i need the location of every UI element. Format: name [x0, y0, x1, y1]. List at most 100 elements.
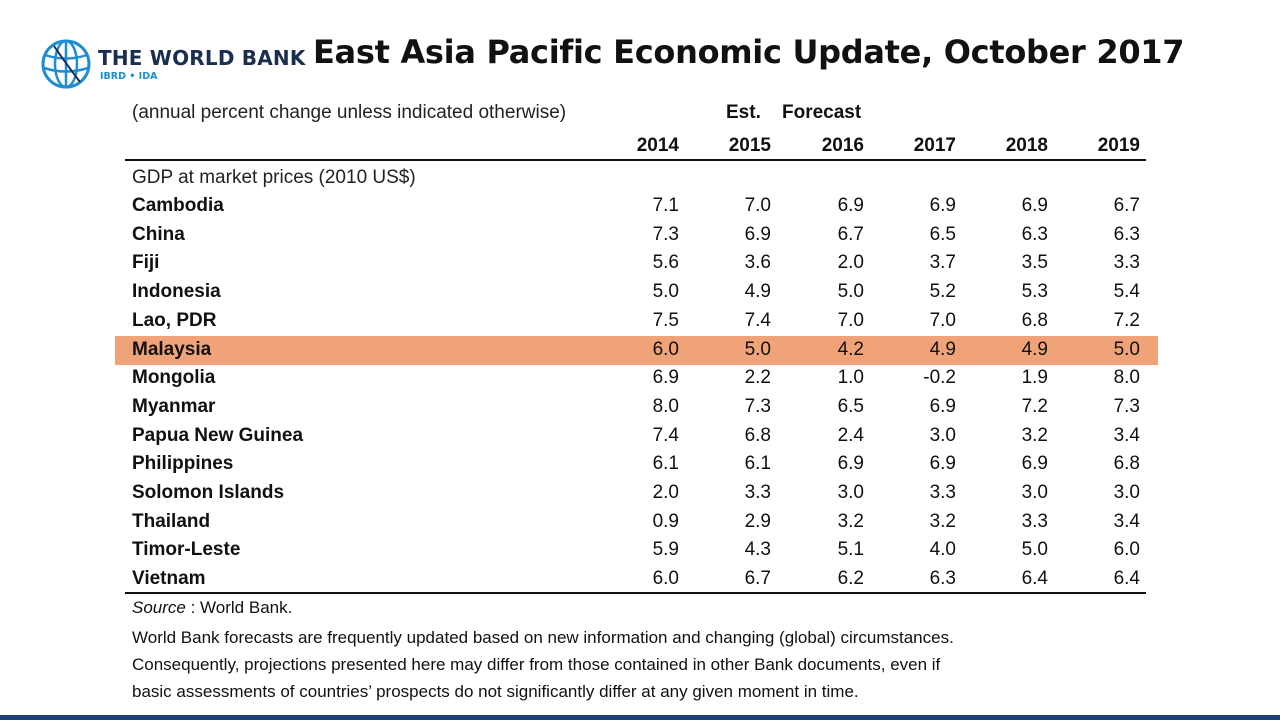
disclaimer-line: Consequently, projections presented here…	[132, 655, 941, 674]
globe-icon	[41, 39, 91, 89]
growth-value: 4.3	[744, 539, 771, 561]
growth-value: 3.7	[929, 252, 956, 274]
growth-value: 5.0	[1021, 539, 1048, 561]
growth-value: 6.0	[652, 338, 679, 360]
growth-value: 6.5	[929, 223, 956, 245]
country-name: Solomon Islands	[132, 482, 285, 503]
growth-value: 3.2	[837, 510, 864, 532]
growth-value: 3.4	[1113, 510, 1140, 532]
growth-value: 6.9	[837, 453, 864, 475]
table-row: Papua New Guinea 7.4 6.8 2.4 3.0 3.2 3.4	[115, 422, 1158, 451]
org-name: THE WORLD BANK	[98, 46, 306, 70]
growth-value: 2.2	[744, 367, 771, 389]
growth-value: 6.0	[1113, 539, 1140, 561]
disclaimer-line: basic assessments of countries’ prospect…	[132, 682, 859, 701]
growth-value: 7.4	[744, 309, 771, 331]
growth-value: 2.0	[652, 482, 679, 503]
growth-value: 6.0	[652, 568, 679, 590]
growth-value: 5.0	[837, 281, 864, 303]
disclaimer-line: World Bank forecasts are frequently upda…	[132, 628, 954, 647]
growth-value: 3.3	[1021, 510, 1048, 532]
growth-value: 5.0	[744, 338, 771, 360]
growth-value: 6.8	[1021, 309, 1048, 331]
growth-value: 4.9	[1021, 338, 1048, 360]
country-name: Cambodia	[132, 195, 224, 216]
growth-value: 5.6	[652, 252, 679, 274]
growth-value: 3.0	[1021, 482, 1048, 503]
year-header: 2016	[821, 135, 864, 156]
growth-value: 3.3	[1113, 252, 1140, 274]
org-subtitle: IBRD • IDA	[100, 71, 158, 82]
table-row-highlighted: Malaysia 6.0 5.0 4.2 4.9 4.9 5.0	[115, 335, 1158, 365]
growth-value: 1.0	[837, 367, 864, 389]
growth-value: 5.0	[1113, 338, 1140, 360]
growth-value: 8.0	[1113, 367, 1140, 389]
growth-value: 3.3	[929, 482, 956, 503]
table-row: Indonesia 5.0 4.9 5.0 5.2 5.3 5.4	[115, 278, 1158, 307]
growth-value: 2.9	[744, 510, 771, 532]
page-title: East Asia Pacific Economic Update, Octob…	[313, 33, 1185, 71]
growth-value: 6.9	[929, 195, 956, 216]
country-name: Mongolia	[132, 367, 216, 389]
section-label: GDP at market prices (2010 US$)	[132, 167, 416, 188]
table-row: Philippines 6.1 6.1 6.9 6.9 6.9 6.8	[115, 450, 1158, 479]
country-name: China	[132, 223, 185, 245]
growth-value: 4.0	[929, 539, 956, 561]
world-bank-logo: THE WORLD BANK IBRD • IDA	[40, 38, 305, 90]
table-row: Fiji 5.6 3.6 2.0 3.7 3.5 3.3	[115, 249, 1158, 278]
growth-value: 7.0	[837, 309, 864, 331]
growth-value: 6.9	[1021, 453, 1048, 475]
growth-value: 7.2	[1021, 395, 1048, 417]
growth-value: 6.9	[1021, 195, 1048, 216]
growth-value: 6.1	[652, 453, 679, 475]
growth-value: 3.2	[1021, 424, 1048, 446]
growth-value: 6.3	[1021, 223, 1048, 245]
growth-value: 3.5	[1021, 252, 1048, 274]
source-text: : World Bank.	[185, 598, 293, 617]
table-row: Myanmar 8.0 7.3 6.5 6.9 7.2 7.3	[115, 393, 1158, 422]
growth-value: 5.3	[1021, 281, 1048, 303]
header-rule	[125, 159, 1146, 161]
growth-value: 7.3	[1113, 395, 1140, 417]
forecast-label: Forecast	[782, 102, 862, 123]
table-row: Mongolia 6.9 2.2 1.0 -0.2 1.9 8.0	[115, 364, 1158, 393]
country-name: Vietnam	[132, 568, 206, 590]
country-name: Thailand	[132, 510, 211, 532]
source-line: Source : World Bank.	[132, 598, 292, 618]
growth-value: 6.7	[744, 568, 771, 590]
growth-value: 6.2	[837, 568, 864, 590]
growth-value: 6.4	[1021, 568, 1048, 590]
growth-value: 6.1	[744, 453, 771, 475]
growth-value: 0.9	[652, 510, 679, 532]
table-row: Vietnam 6.0 6.7 6.2 6.3 6.4 6.4	[115, 565, 1158, 594]
table-bottom-rule	[125, 592, 1146, 594]
table-note: (annual percent change unless indicated …	[132, 102, 567, 123]
table-row: China 7.3 6.9 6.7 6.5 6.3 6.3	[115, 221, 1158, 250]
growth-value: 5.4	[1113, 281, 1140, 303]
growth-value: 4.9	[929, 338, 956, 360]
year-header: 2017	[913, 135, 956, 156]
growth-value: 5.9	[652, 539, 679, 561]
table-row: Timor-Leste 5.9 4.3 5.1 4.0 5.0 6.0	[115, 536, 1158, 565]
growth-value: 7.0	[929, 309, 956, 331]
growth-value: 7.3	[652, 223, 679, 245]
growth-value: 6.9	[929, 395, 956, 417]
table-row: Thailand 0.9 2.9 3.2 3.2 3.3 3.4	[115, 508, 1158, 537]
growth-value: -0.2	[923, 367, 956, 389]
year-header: 2018	[1005, 135, 1048, 156]
growth-value: 3.2	[929, 510, 956, 532]
country-name: Papua New Guinea	[132, 424, 304, 446]
bottom-accent-bar	[0, 715, 1280, 720]
growth-value: 6.8	[744, 424, 771, 446]
country-name: Fiji	[132, 252, 160, 274]
growth-value: 6.5	[837, 395, 864, 417]
year-header: 2019	[1097, 135, 1140, 156]
growth-value: 7.0	[744, 195, 771, 216]
country-name: Timor-Leste	[132, 539, 241, 561]
growth-value: 3.0	[837, 482, 864, 503]
growth-value: 6.7	[1113, 195, 1140, 216]
growth-value: 7.5	[652, 309, 679, 331]
country-name: Lao, PDR	[132, 309, 217, 331]
growth-value: 2.0	[837, 252, 864, 274]
growth-value: 5.2	[929, 281, 956, 303]
